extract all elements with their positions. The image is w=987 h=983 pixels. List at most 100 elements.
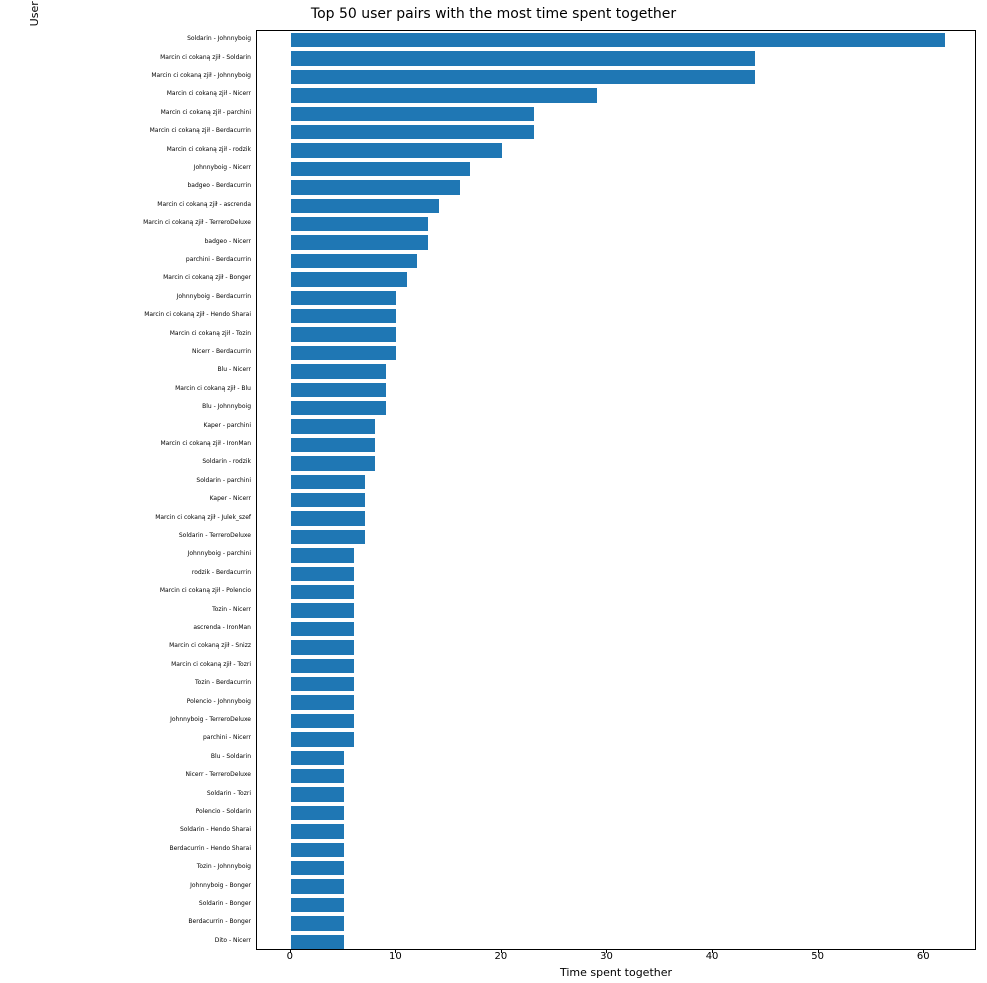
- bar: [291, 659, 354, 673]
- y-tick-label: rodzik - Berdacurrin: [192, 570, 251, 576]
- x-tick-label: 20: [495, 951, 508, 962]
- y-tick-label: Blu - Soldarin: [211, 754, 251, 760]
- y-tick-label: Marcin ci cokaną zjił - IronMan: [160, 441, 251, 447]
- bar: [291, 143, 502, 157]
- bar: [291, 530, 365, 544]
- y-tick-label: Kaper - Nicerr: [210, 496, 251, 502]
- bar: [291, 677, 354, 691]
- bar: [291, 199, 439, 213]
- y-tick-label: Nicerr - TerreroDeluxe: [185, 772, 251, 778]
- bar: [291, 180, 460, 194]
- y-tick-label: Soldarin - Tozri: [207, 791, 251, 797]
- bar: [291, 751, 344, 765]
- bar: [291, 309, 397, 323]
- bar: [291, 879, 344, 893]
- y-tick-label: Nicerr - Berdacurrin: [192, 349, 251, 355]
- bar: [291, 787, 344, 801]
- bar: [291, 438, 375, 452]
- y-tick-label: Marcin ci cokaną zjił - Julek_szef: [155, 515, 251, 521]
- y-tick-label: Soldarin - TerreroDeluxe: [179, 533, 251, 539]
- bar: [291, 291, 397, 305]
- bar: [291, 695, 354, 709]
- y-tick-label: Tozin - Nicerr: [212, 607, 251, 613]
- y-tick-label: Marcin ci cokaną zjił - Tozin: [170, 331, 251, 337]
- x-tick-label: 0: [287, 951, 293, 962]
- bars-group: [257, 31, 975, 949]
- bar: [291, 346, 397, 360]
- y-tick-label: ascrenda - IronMan: [193, 625, 251, 631]
- y-tick-label: Kaper - parchini: [203, 423, 251, 429]
- y-tick-label: Marcin ci cokaną zjił - Polencio: [160, 588, 251, 594]
- y-tick-label: Berdacurrin - Hendo Sharai: [169, 846, 251, 852]
- y-tick-label: Marcin ci cokaną zjił - Nicerr: [167, 91, 251, 97]
- y-tick-label: parchini - Nicerr: [203, 735, 251, 741]
- y-tick-label: Blu - Nicerr: [217, 367, 251, 373]
- y-tick-label: Marcin ci cokaną zjił - Soldarin: [160, 55, 251, 61]
- y-tick-label: Marcin ci cokaną zjił - parchini: [161, 110, 251, 116]
- y-tick-label: badgeo - Nicerr: [205, 239, 251, 245]
- bar: [291, 217, 428, 231]
- x-tick-label: 30: [600, 951, 613, 962]
- y-tick-label: badgeo - Berdacurrin: [188, 183, 252, 189]
- bar: [291, 456, 375, 470]
- bar: [291, 51, 756, 65]
- x-tick-label: 40: [706, 951, 719, 962]
- y-tick-label: Marcin ci cokaną zjił - Blu: [175, 386, 251, 392]
- y-tick-label: Polencio - Johnnyboig: [187, 699, 251, 705]
- bar: [291, 548, 354, 562]
- bar: [291, 622, 354, 636]
- bar: [291, 107, 534, 121]
- bar: [291, 254, 418, 268]
- axes-area: [256, 30, 976, 950]
- y-axis-label: User pairs: [28, 0, 41, 490]
- bar: [291, 769, 344, 783]
- x-tick-label: 50: [811, 951, 824, 962]
- y-tick-label: Tozin - Berdacurrin: [195, 680, 251, 686]
- bar: [291, 493, 365, 507]
- chart-title: Top 50 user pairs with the most time spe…: [0, 6, 987, 22]
- y-tick-label: Johnnyboig - TerreroDeluxe: [170, 717, 251, 723]
- bar: [291, 935, 344, 949]
- y-tick-label: Marcin ci cokaną zjił - Tozri: [171, 662, 251, 668]
- bar: [291, 162, 470, 176]
- y-tick-label: Soldarin - parchini: [196, 478, 251, 484]
- bar: [291, 235, 428, 249]
- bar: [291, 603, 354, 617]
- bar: [291, 806, 344, 820]
- bar: [291, 916, 344, 930]
- bar: [291, 272, 407, 286]
- y-tick-label: Marcin ci cokaną zjił - Snizz: [169, 643, 251, 649]
- x-tick-label: 60: [917, 951, 930, 962]
- y-tick-label: Marcin ci cokaną zjił - Berdacurrin: [150, 128, 251, 134]
- y-tick-label: Johnnyboig - parchini: [188, 551, 251, 557]
- y-tick-label: Johnnyboig - Bonger: [190, 883, 251, 889]
- bar: [291, 585, 354, 599]
- bar: [291, 567, 354, 581]
- bar: [291, 640, 354, 654]
- bar: [291, 327, 397, 341]
- bar: [291, 401, 386, 415]
- x-tick-label: 10: [389, 951, 402, 962]
- y-tick-label: Johnnyboig - Berdacurrin: [177, 294, 251, 300]
- y-tick-label: Dito - Nicerr: [215, 938, 251, 944]
- bar: [291, 732, 354, 746]
- bar: [291, 383, 386, 397]
- bar: [291, 419, 375, 433]
- bar: [291, 861, 344, 875]
- x-axis-label: Time spent together: [256, 966, 976, 979]
- y-tick-label: Marcin ci cokaną zjił - Bonger: [163, 275, 251, 281]
- figure: Top 50 user pairs with the most time spe…: [0, 0, 987, 983]
- y-tick-label: Berdacurrin - Bonger: [188, 919, 251, 925]
- y-tick-label: Soldarin - Johnnyboig: [187, 36, 251, 42]
- bar: [291, 714, 354, 728]
- y-tick-label: Soldarin - Bonger: [199, 901, 251, 907]
- bar: [291, 33, 946, 47]
- y-tick-label: Marcin ci cokaną zjił - ascrenda: [157, 202, 251, 208]
- bar: [291, 70, 756, 84]
- bar: [291, 511, 365, 525]
- bar: [291, 824, 344, 838]
- y-tick-label: Soldarin - rodzik: [202, 459, 251, 465]
- y-tick-label: parchini - Berdacurrin: [186, 257, 251, 263]
- bar: [291, 125, 534, 139]
- y-tick-label: Johnnyboig - Nicerr: [194, 165, 251, 171]
